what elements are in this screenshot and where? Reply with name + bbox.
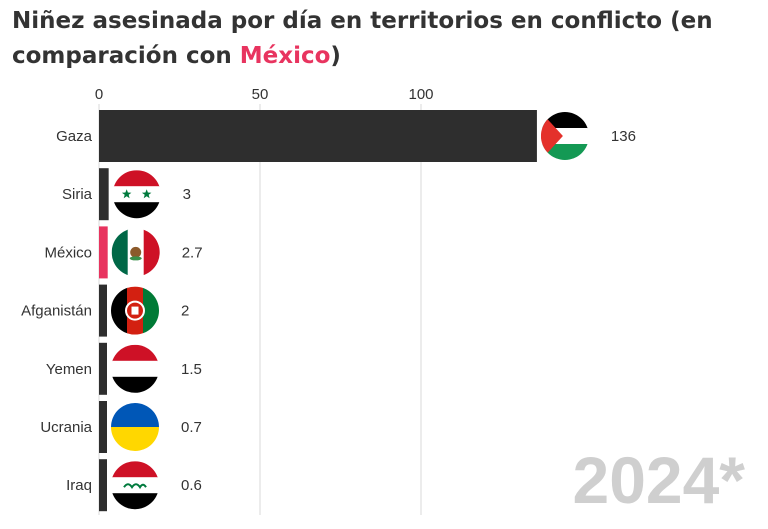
bars (99, 110, 537, 512)
category-label: Yemen (46, 361, 92, 378)
value-label: 136 (611, 128, 636, 145)
x-axis-ticks: 0 50 100 (95, 86, 434, 103)
category-label: Afganistán (21, 303, 92, 320)
labels: Gaza 136 Siria 3 México 2.7 Afganistán 2 Yemen 1.… (21, 128, 636, 494)
value-label: 2 (181, 303, 189, 320)
year-watermark: 2024* (572, 443, 745, 517)
category-label: Gaza (56, 128, 93, 145)
x-tick-label: 50 (252, 86, 269, 103)
value-label: 0.6 (181, 477, 202, 494)
ukraine-flag-icon (111, 403, 159, 451)
category-label: Siria (62, 186, 93, 203)
iraq-flag-icon (111, 461, 159, 510)
value-label: 2.7 (182, 244, 203, 261)
value-label: 0.7 (181, 419, 202, 436)
x-tick-label: 100 (408, 86, 433, 103)
yemen-flag-icon (111, 344, 159, 393)
bar-afganistán (99, 284, 107, 337)
category-label: Iraq (66, 477, 92, 494)
syria-flag-icon (112, 170, 161, 219)
bar-yemen (99, 342, 107, 395)
flags (111, 112, 589, 510)
bar-méxico (99, 226, 108, 279)
chart-title: Niñez asesinada por día en territorios e… (12, 4, 752, 74)
value-label: 1.5 (181, 361, 202, 378)
title-close: ) (330, 43, 341, 69)
palestine-flag-icon (540, 112, 589, 160)
bar-iraq (99, 459, 107, 512)
afghanistan-flag-icon (111, 286, 159, 335)
mexico-flag-icon (111, 228, 160, 277)
bar-siria (99, 168, 109, 221)
title-highlight: México (239, 43, 331, 69)
x-tick-label: 0 (95, 86, 103, 103)
bar-ucrania (99, 401, 107, 453)
title-text: Niñez asesinada por día en territorios e… (12, 8, 713, 69)
bar-gaza (99, 110, 537, 162)
category-label: México (44, 244, 92, 261)
value-label: 3 (183, 186, 191, 203)
category-label: Ucrania (40, 419, 92, 436)
